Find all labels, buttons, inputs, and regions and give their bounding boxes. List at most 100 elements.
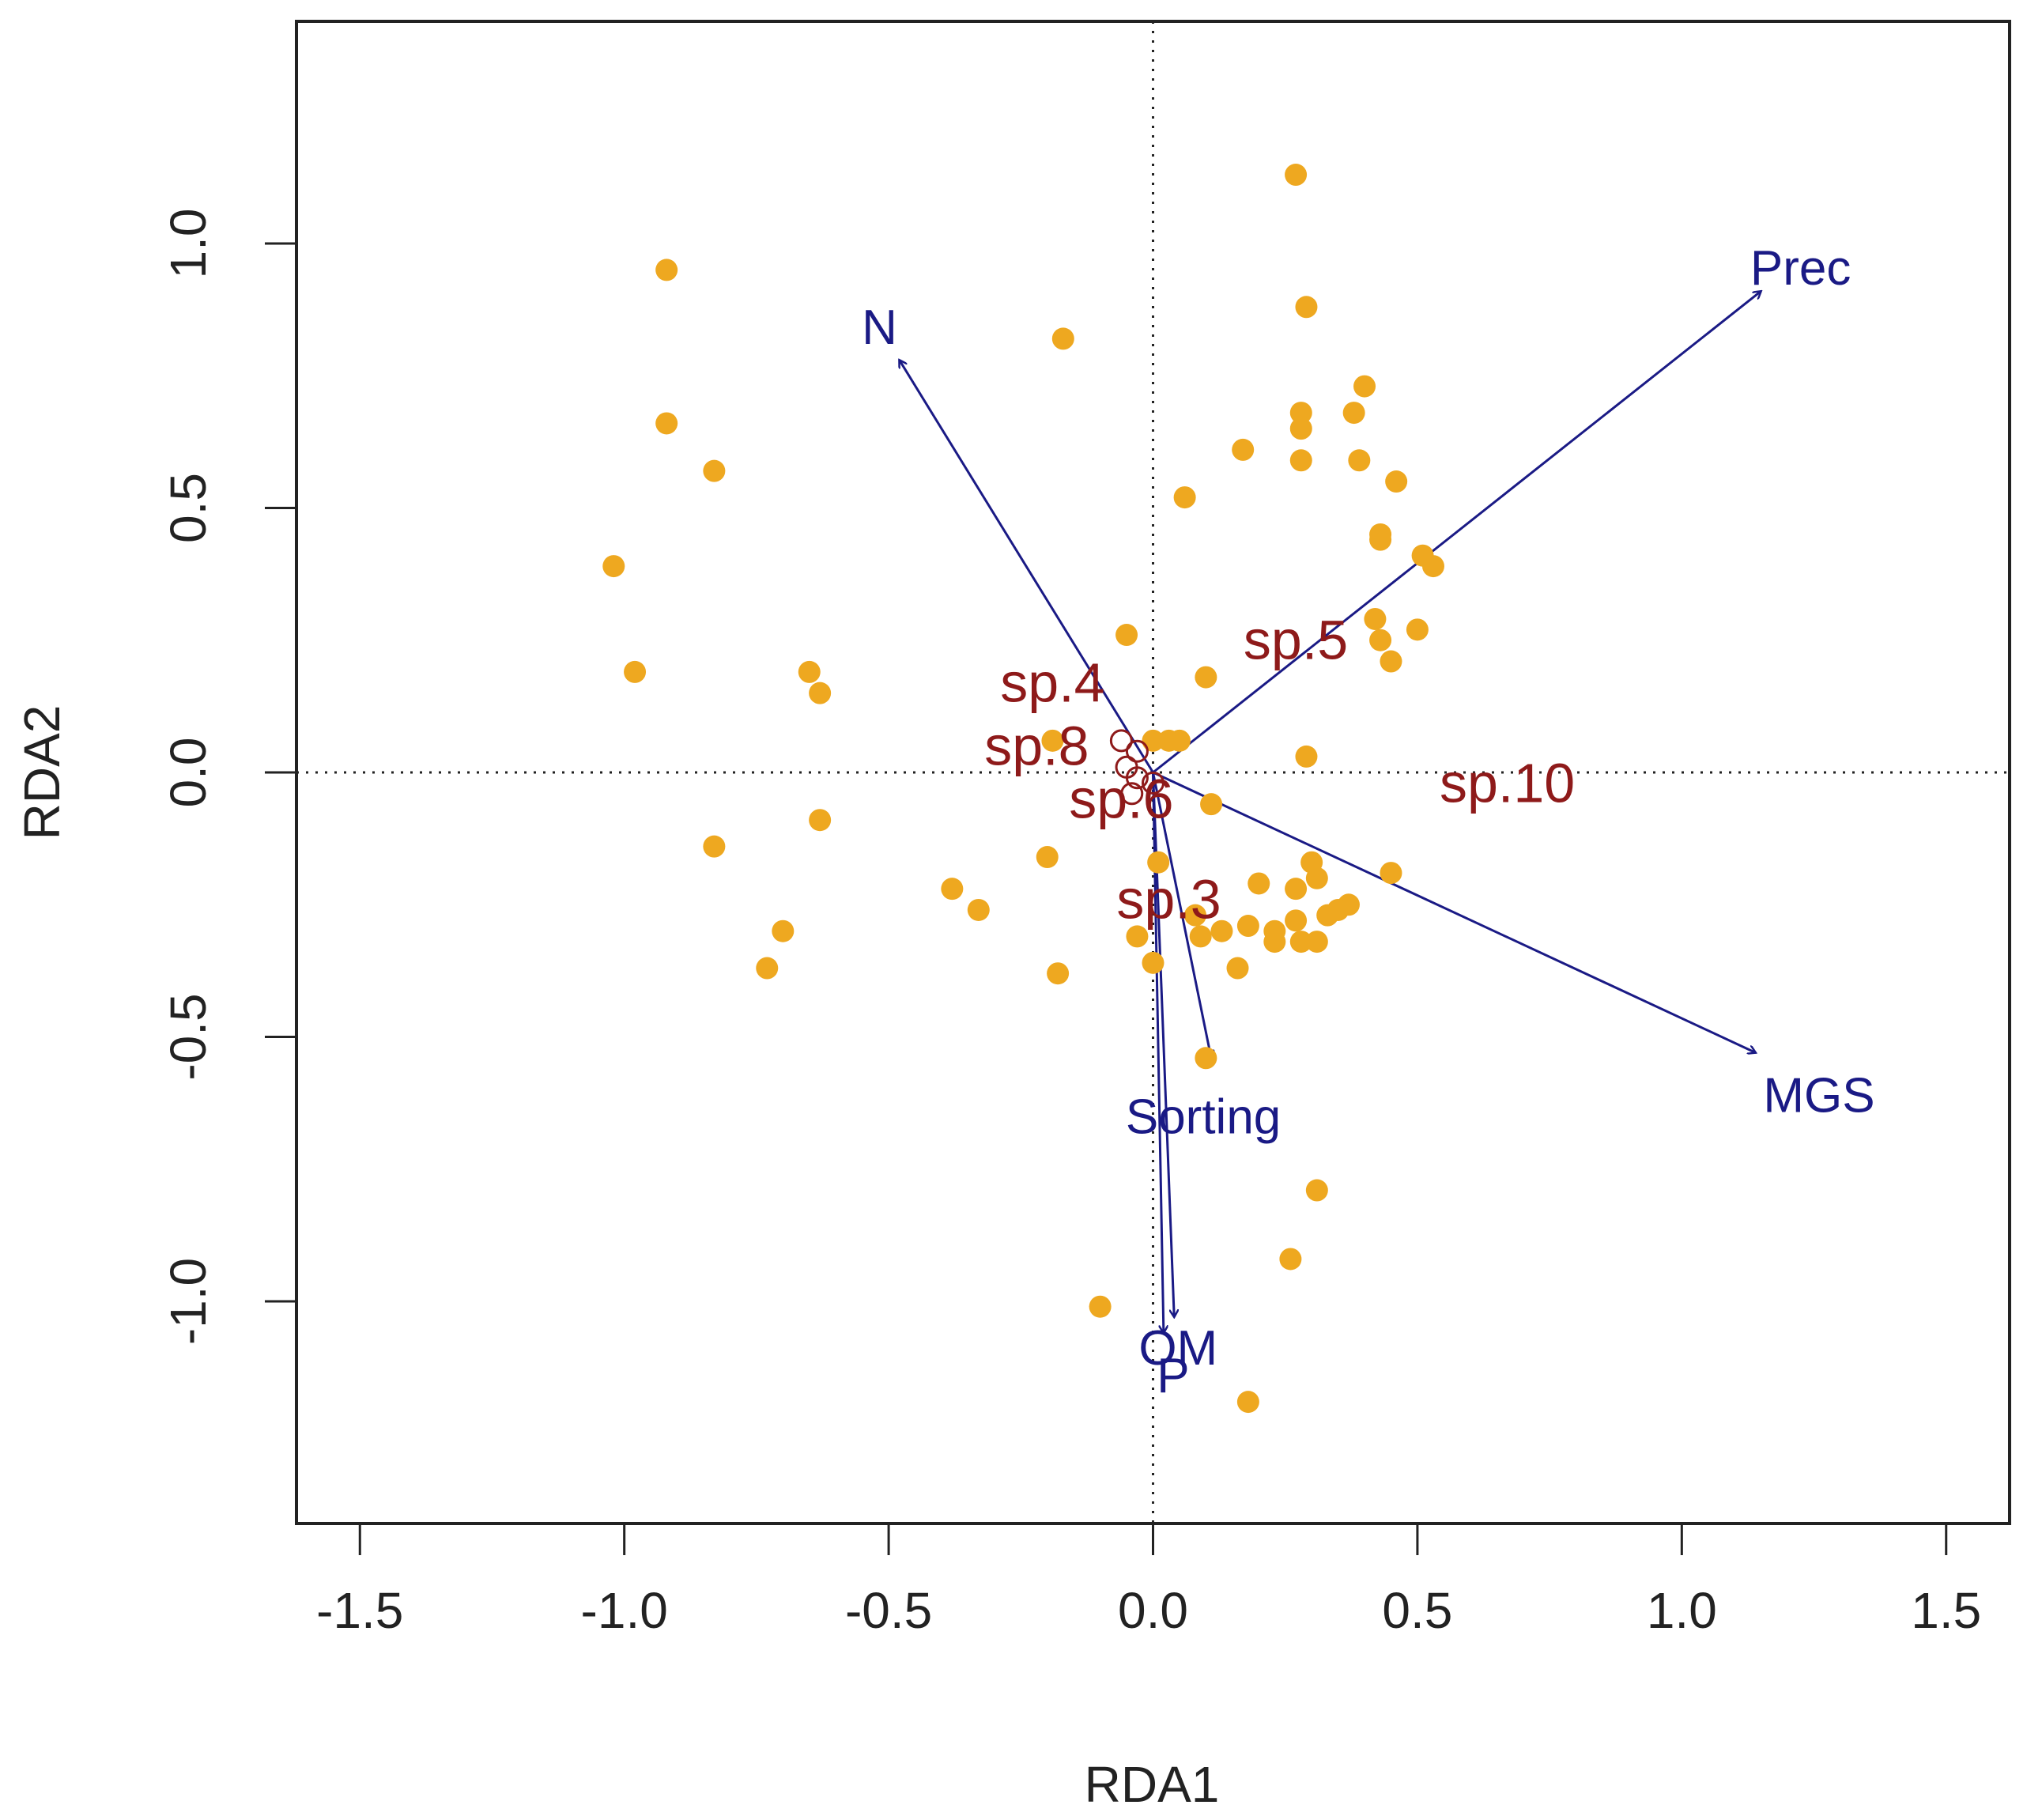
site-point (602, 555, 625, 578)
site-points (602, 164, 1444, 1414)
y-axis: -1.0 -0.5 0.0 0.5 1.0 (160, 209, 298, 1345)
site-point (941, 878, 964, 901)
species-label-sp-5: sp.5 (1244, 610, 1348, 671)
site-point (1316, 904, 1339, 927)
site-point (967, 898, 990, 921)
site-point (1348, 449, 1371, 472)
x-tick-label: -0.5 (845, 1582, 932, 1639)
site-point (1369, 629, 1392, 651)
x-axis-title: RDA1 (1085, 1756, 1220, 1813)
species-label-sp-3: sp.3 (1116, 869, 1221, 931)
site-point (809, 682, 832, 704)
site-point (772, 919, 795, 942)
env-label-om: OM (1138, 1321, 1217, 1376)
env-label-mgs: MGS (1763, 1069, 1874, 1123)
x-tick-label: -1.0 (581, 1582, 668, 1639)
site-point (1369, 528, 1392, 551)
site-point (1232, 438, 1255, 461)
y-tick-label: 1.0 (160, 209, 217, 279)
site-point (1342, 402, 1365, 425)
site-point (1279, 1248, 1302, 1271)
arrow-n (898, 360, 1154, 773)
species-label-sp-10: sp.10 (1440, 752, 1575, 814)
site-point (1421, 555, 1444, 578)
site-point (1126, 925, 1149, 948)
species-point (1120, 782, 1144, 806)
x-axis: -1.5 -1.0 -0.5 0.0 0.5 1.0 1.5 (316, 1522, 1981, 1639)
site-point (1147, 851, 1170, 874)
species-label-sp-6: sp.6 (1069, 768, 1173, 829)
species-layer: sp.4sp.8 sp.5 sp.10 sp.6 sp.3 (984, 610, 1575, 931)
site-point (1289, 417, 1312, 440)
env-label-prec: Prec (1750, 241, 1851, 296)
x-tick-label: 1.0 (1647, 1582, 1717, 1639)
site-point (1195, 1047, 1217, 1070)
species-point (1125, 766, 1149, 790)
site-point (756, 957, 779, 980)
species-point (1109, 729, 1133, 753)
env-labels: Prec N MGS Sorting OMP (862, 241, 1875, 1403)
env-label-n: N (862, 300, 897, 355)
site-point (1305, 931, 1328, 953)
site-point (1142, 951, 1164, 974)
site-point (1168, 729, 1191, 752)
x-tick-label: 0.5 (1382, 1582, 1452, 1639)
site-point (1089, 1295, 1112, 1318)
site-point (1364, 607, 1387, 630)
site-point (1380, 862, 1402, 885)
species-point (1125, 739, 1149, 763)
y-axis-title: RDA2 (13, 705, 70, 840)
x-tick-label: 0.0 (1118, 1582, 1188, 1639)
x-tick-label: 1.5 (1911, 1582, 1981, 1639)
site-point (1226, 957, 1249, 980)
site-point (1200, 793, 1223, 816)
site-point (655, 259, 678, 281)
site-point (1115, 624, 1138, 647)
site-point (1047, 962, 1070, 985)
site-point (1210, 919, 1233, 942)
site-point (1051, 327, 1074, 350)
site-point (1041, 729, 1064, 752)
site-point (1385, 470, 1408, 493)
site-point (1263, 931, 1286, 953)
site-point (1195, 666, 1217, 689)
site-point (1285, 878, 1308, 901)
arrow-prec (1152, 291, 1761, 774)
site-point (1248, 872, 1270, 895)
site-point (1285, 164, 1308, 187)
site-point (1353, 375, 1376, 398)
site-point (624, 660, 647, 683)
site-point (1289, 449, 1312, 472)
y-tick-label: 0.5 (160, 473, 217, 543)
site-point (1305, 1179, 1328, 1202)
site-point (1295, 745, 1318, 768)
site-point (1173, 486, 1196, 509)
y-tick-label: -1.0 (160, 1258, 217, 1345)
site-point (1380, 650, 1402, 673)
arrow-sorting (1152, 772, 1212, 1058)
site-point (798, 660, 821, 683)
site-point (1305, 867, 1328, 889)
site-point (703, 459, 726, 482)
env-label-sorting: Sorting (1126, 1089, 1281, 1144)
site-point (1289, 931, 1312, 953)
site-point (1236, 1391, 1259, 1414)
site-point (1406, 618, 1429, 641)
species-point (1142, 771, 1164, 795)
site-point (1036, 846, 1059, 869)
site-point (1184, 904, 1207, 927)
site-point (1295, 296, 1318, 319)
biplot-arrows (898, 291, 1761, 1333)
species-label-sp-4: sp.4 (1000, 651, 1104, 713)
site-point (1189, 925, 1212, 948)
site-point (1142, 729, 1164, 752)
site-point (1289, 402, 1312, 425)
site-point (1236, 915, 1259, 938)
site-point (809, 809, 832, 832)
site-point (1285, 909, 1308, 932)
site-point (703, 835, 726, 858)
arrow-mgs (1152, 771, 1756, 1053)
species-label-sp-8: sp.8 (984, 716, 1089, 777)
